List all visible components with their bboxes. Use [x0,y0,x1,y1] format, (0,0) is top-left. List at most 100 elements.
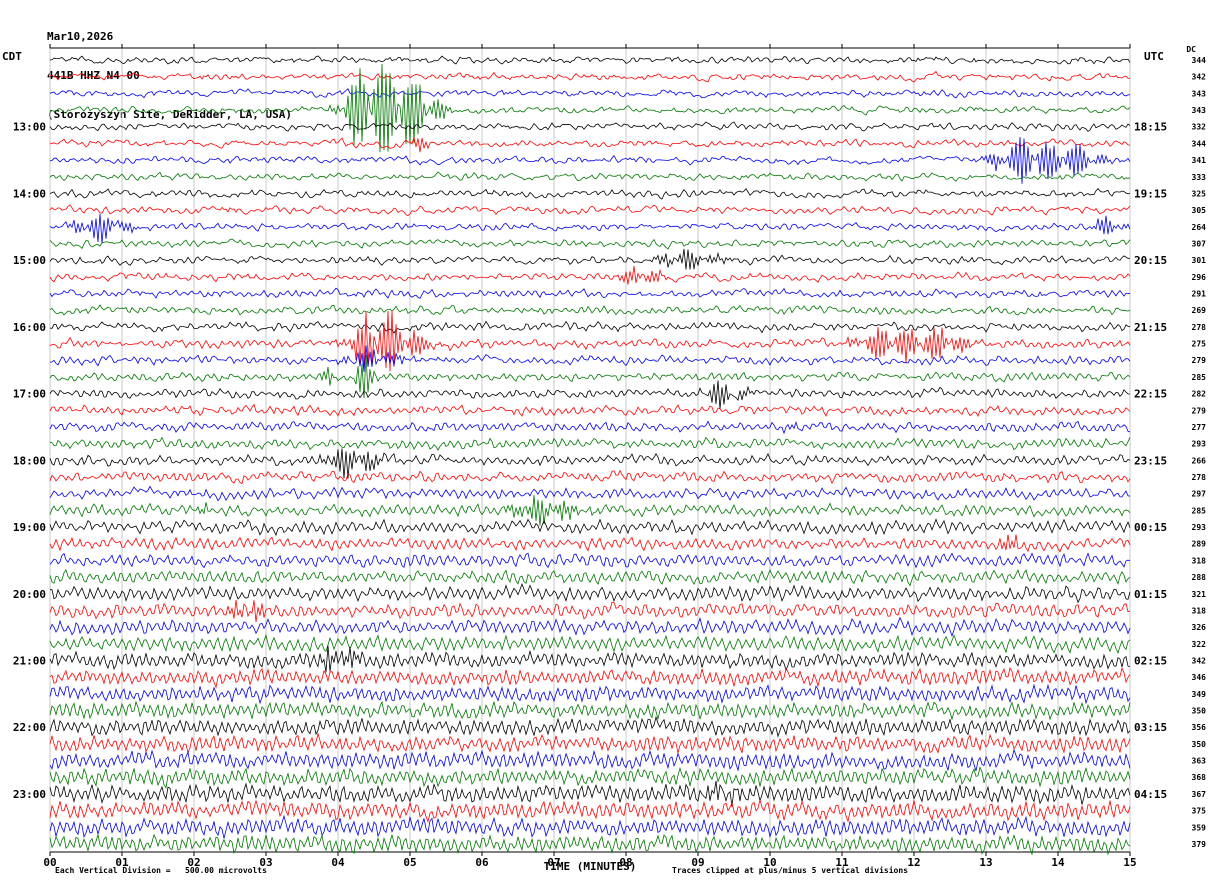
dc-offset-value: 342 [1192,73,1207,82]
cdt-hour-label: 16:00 [13,321,46,334]
seismogram-trace-row-33 [49,600,1131,623]
seismogram-trace-row-41 [49,732,1131,755]
dc-offset-value: 278 [1192,473,1207,482]
seismogram-trace-row-45 [49,799,1131,823]
seismogram-trace-row-11 [49,238,1131,250]
x-tick-label: 14 [1051,856,1065,869]
seismogram-trace-row-36 [49,645,1131,673]
x-tick-label: 01 [115,856,129,869]
x-axis-title: TIME (MINUTES) [544,860,637,873]
seismogram-trace-row-43 [49,766,1131,789]
dc-offset-value: 379 [1192,840,1207,849]
dc-offset-value: 349 [1192,690,1207,699]
seismogram-trace-row-28 [49,518,1131,537]
dc-offset-value: 285 [1192,373,1207,382]
x-tick-label: 12 [907,856,920,869]
dc-offset-value: 269 [1192,306,1207,315]
header-date: Mar10,2026 [47,30,114,43]
seismogram-trace-row-31 [49,568,1131,587]
utc-hour-label: 00:15 [1134,521,1167,534]
seismogram-trace-row-37 [49,666,1131,689]
cdt-hour-label: 22:00 [13,721,46,734]
dc-offset-value: 288 [1192,573,1207,582]
dc-offset-value: 279 [1192,356,1207,365]
dc-offset-value: 297 [1192,490,1207,499]
seismogram-trace-row-4 [49,121,1131,132]
utc-hour-label: 23:15 [1134,454,1167,467]
x-tick-label: 11 [835,856,849,869]
seismogram-trace-row-12 [49,248,1131,270]
seismogram-trace-row-25 [49,469,1131,485]
seismogram-trace-row-6 [49,136,1131,184]
utc-hour-label: 02:15 [1134,654,1167,667]
x-tick-label: 09 [691,856,704,869]
dc-offset-value: 332 [1192,123,1207,132]
dc-offset-value: 307 [1192,239,1207,248]
seismogram-trace-row-27 [49,495,1131,526]
dc-offset-value: 275 [1192,340,1207,349]
seismogram-trace-row-1 [49,70,1131,83]
x-tick-label: 02 [187,856,200,869]
dc-offset-value: 266 [1192,456,1207,465]
seismogram-trace-row-17 [49,310,1131,372]
utc-hour-label: 18:15 [1134,121,1167,134]
utc-hour-label: 04:15 [1134,788,1167,801]
cdt-hour-label: 19:00 [13,521,46,534]
dc-offset-value: 321 [1192,590,1207,599]
x-tick-label: 00 [43,856,56,869]
dc-offset-value: 318 [1192,606,1207,615]
dc-column-label: DC [1186,45,1196,54]
dc-offset-value: 289 [1192,540,1207,549]
seismogram-trace-row-3 [49,63,1131,153]
cdt-hour-label: 23:00 [13,788,46,801]
dc-offset-value: 277 [1192,423,1207,432]
dc-offset-value: 344 [1192,56,1207,65]
cdt-hour-label: 20:00 [13,588,46,601]
seismogram-trace-row-26 [49,485,1131,502]
seismogram-trace-row-47 [49,833,1131,856]
seismogram-trace-row-30 [49,552,1131,569]
dc-offset-value: 367 [1192,790,1207,799]
dc-offset-value: 318 [1192,556,1207,565]
clipping-note: Traces clipped at plus/minus 5 vertical … [672,866,909,875]
cdt-hour-label: 14:00 [13,187,46,200]
seismogram-trace-row-21 [49,403,1131,417]
utc-hour-label: 20:15 [1134,254,1167,267]
x-tick-label: 07 [547,856,560,869]
dc-offset-value: 343 [1192,89,1207,98]
dc-offset-value: 346 [1192,673,1207,682]
seismogram-trace-row-7 [49,171,1131,182]
seismogram-trace-row-44 [49,780,1131,807]
dc-offset-value: 293 [1192,440,1207,449]
seismogram-trace-row-18 [49,345,1131,373]
x-tick-label: 06 [475,856,489,869]
dc-offset-value: 368 [1192,773,1207,782]
cdt-hour-label: 21:00 [13,654,46,667]
dc-offset-value: 326 [1192,623,1207,632]
dc-offset-value: 325 [1192,189,1207,198]
seismogram-trace-row-8 [49,187,1131,200]
seismogram-trace-row-46 [49,814,1131,839]
utc-hour-label: 19:15 [1134,187,1167,200]
dc-offset-value: 333 [1192,173,1207,182]
cdt-hour-label: 18:00 [13,454,46,467]
dc-offset-value: 343 [1192,106,1207,115]
dc-offset-value: 350 [1192,740,1207,749]
seismogram-trace-row-35 [49,633,1131,655]
x-tick-label: 13 [979,856,992,869]
seismogram-trace-row-19 [49,354,1131,399]
seismogram-trace-row-42 [49,748,1131,772]
seismogram-trace-row-20 [49,380,1131,410]
seismogram-trace-row-39 [49,700,1131,721]
seismogram-trace-row-24 [49,448,1131,479]
dc-offset-value: 350 [1192,707,1207,716]
utc-hour-label: 01:15 [1134,588,1167,601]
dc-offset-value: 291 [1192,290,1207,299]
dc-offset-value: 342 [1192,656,1207,665]
dc-offset-value: 359 [1192,823,1207,832]
seismogram-trace-row-16 [49,320,1131,334]
cdt-hour-label: 17:00 [13,388,46,401]
x-tick-label: 08 [619,856,632,869]
dc-offset-value: 301 [1192,256,1207,265]
